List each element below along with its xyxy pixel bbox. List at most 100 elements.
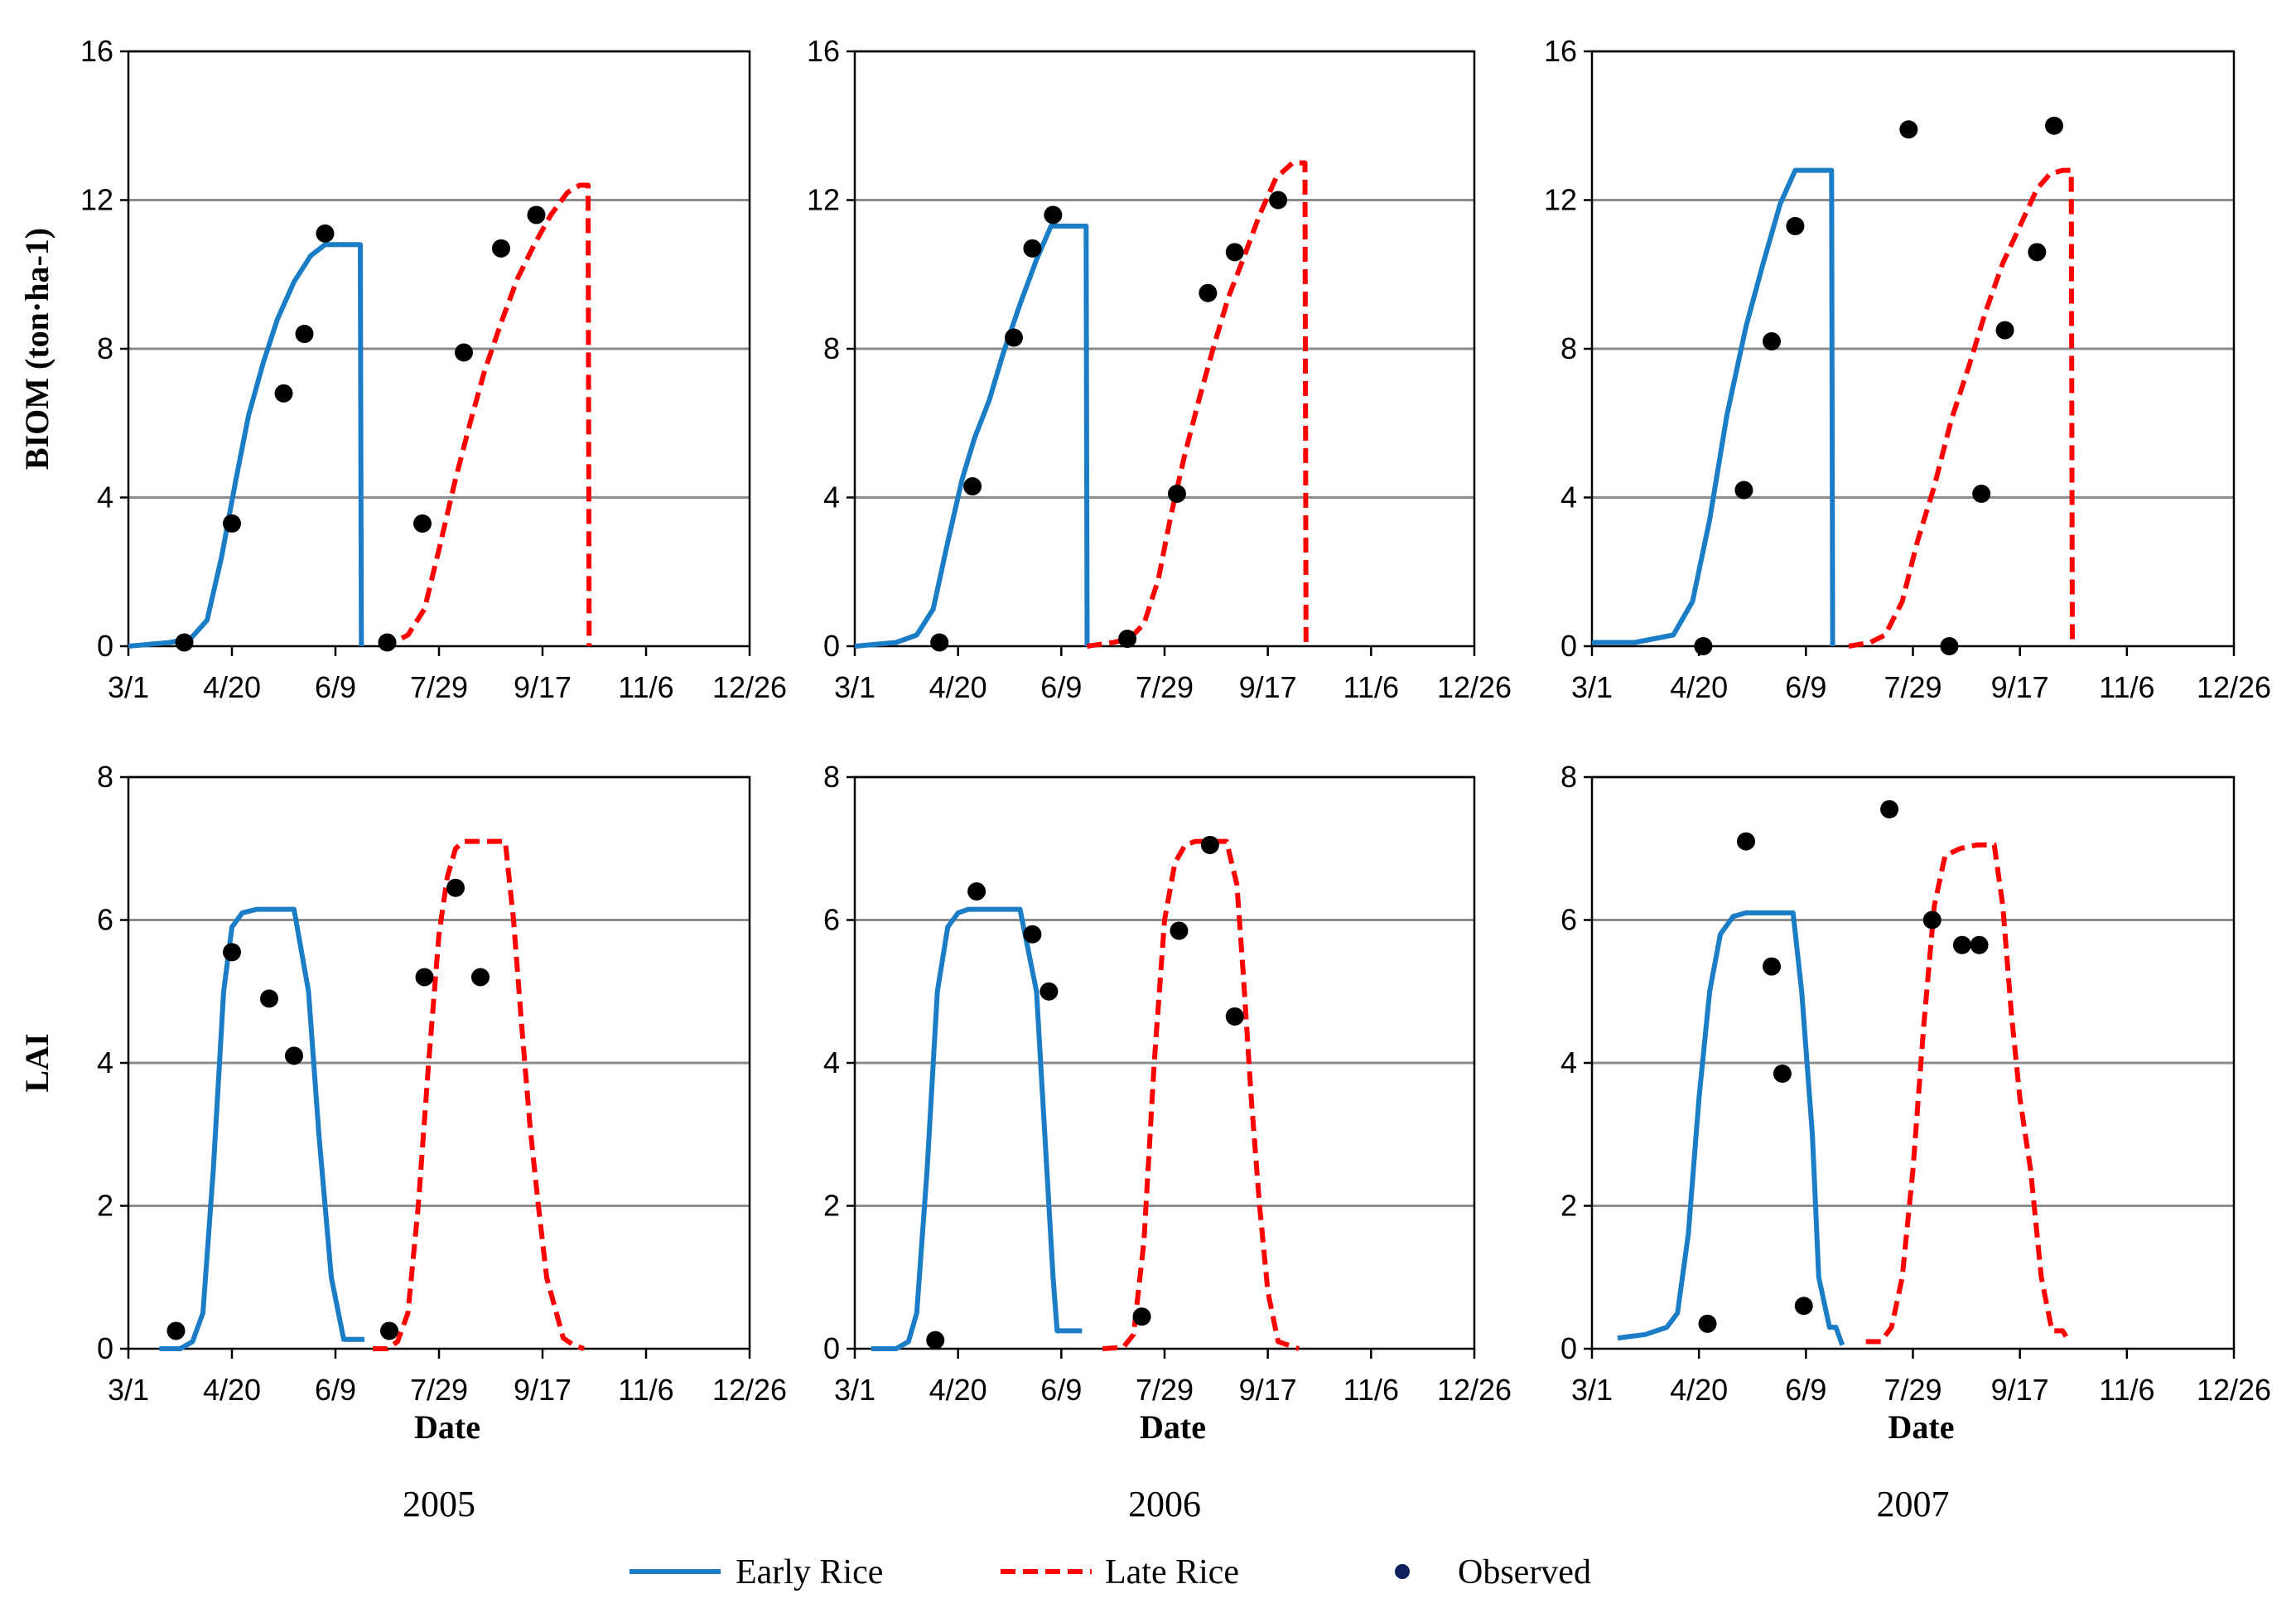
- chart-lai-2007-panel: 0 2 4 6 8 3/1 4/20 6/9 7/29 9/17 11/6 12/26 Date 2007: [1560, 760, 2271, 1524]
- legend-late-rice-label: Late Rice: [1105, 1553, 1239, 1591]
- chart-biomass-2007-observed-point: [1972, 485, 1991, 504]
- chart-lai-2007-observed-point: [1698, 1314, 1717, 1333]
- chart-lai-2005-xtick-label: 11/6: [618, 1373, 673, 1407]
- chart-lai-2007-xtick-label: 7/29: [1884, 1373, 1941, 1407]
- chart-biomass-2005-ytick-label: 4: [97, 481, 113, 514]
- chart-biomass-2005-ylabel: BIOM (ton·ha-1): [18, 228, 55, 470]
- chart-biomass-2007-ytick-label: 4: [1560, 481, 1577, 514]
- chart-lai-2006-observed-point: [1023, 925, 1042, 944]
- chart-lai-2007-observed-point: [1737, 832, 1755, 851]
- chart-biomass-2007-ytick-label: 8: [1560, 331, 1577, 365]
- chart-lai-2007-observed-point: [1794, 1297, 1813, 1316]
- chart-lai-2005-xlabel: Date: [414, 1408, 480, 1446]
- chart-biomass-2006-observed-point: [1023, 239, 1042, 258]
- chart-biomass-2007-late-rice-line: [1848, 167, 2075, 649]
- chart-lai-2005-observed-point: [166, 1321, 186, 1340]
- chart-lai-2006-observed-point: [1170, 921, 1189, 940]
- chart-lai-2005-ytick-label: 0: [97, 1331, 113, 1365]
- chart-biomass-2006-ytick-label: 8: [823, 331, 840, 365]
- chart-lai-2005-xtick-label: 6/9: [315, 1373, 356, 1407]
- chart-biomass-2005-observed-point: [223, 514, 241, 533]
- chart-lai-2007-ytick-label: 8: [1560, 760, 1577, 794]
- chart-biomass-2005-early-rice-line: [128, 242, 364, 649]
- chart-biomass-2006-xtick-label: 4/20: [929, 670, 987, 704]
- chart-lai-2006-xtick-label: 3/1: [834, 1373, 875, 1407]
- chart-biomass-2006-observed-point: [1199, 283, 1218, 302]
- chart-lai-2005-observed-point: [471, 968, 490, 987]
- chart-lai-2006-xlabel: Date: [1140, 1408, 1206, 1446]
- chart-lai-2006-ytick-label: 4: [823, 1046, 840, 1079]
- chart-biomass-2007-xtick-label: 7/29: [1884, 670, 1941, 704]
- chart-biomass-2006-observed-point: [1167, 485, 1186, 504]
- chart-biomass-2007-early-rice-line: [1592, 167, 1835, 647]
- chart-lai-2006-xtick-label: 9/17: [1239, 1373, 1297, 1407]
- chart-biomass-2006-late-rice-line: [1087, 160, 1309, 649]
- chart-biomass-2006-observed-point: [1004, 328, 1023, 347]
- chart-lai-2006-ytick-label: 6: [823, 903, 840, 937]
- chart-lai-2006-year-label: 2006: [1128, 1484, 1201, 1524]
- chart-biomass-2007-observed-point: [2045, 116, 2063, 135]
- chart-lai-2005-ytick-label: 8: [97, 760, 113, 794]
- chart-biomass-2005-observed-point: [492, 239, 510, 258]
- chart-biomass-2006-ytick-label: 16: [807, 34, 840, 68]
- chart-biomass-2007-observed-point: [2028, 243, 2047, 262]
- chart-lai-2007-ytick-label: 6: [1560, 903, 1577, 937]
- chart-lai-2007-xtick-label: 9/17: [1991, 1373, 2049, 1407]
- chart-lai-2006-panel: 0 2 4 6 8 3/1 4/20 6/9 7/29 9/17 11/6 12/26 Date 2006: [823, 760, 1512, 1524]
- chart-lai-2007-observed-point: [1773, 1064, 1792, 1083]
- chart-biomass-2006-panel: 0 4 8 12 16 3/1 4/20 6/9 7/29 9/17 11/6 12/26: [807, 34, 1512, 704]
- chart-biomass-2005-observed-point: [378, 633, 397, 652]
- chart-biomass-2007-observed-point: [1763, 332, 1781, 351]
- chart-biomass-2005-observed-point: [455, 343, 473, 362]
- chart-biomass-2007-xtick-label: 12/26: [2197, 670, 2271, 704]
- legend-observed-label: Observed: [1458, 1553, 1591, 1591]
- chart-lai-2005-xtick-label: 7/29: [410, 1373, 468, 1407]
- chart-lai-2005-xtick-label: 3/1: [108, 1373, 149, 1407]
- chart-lai-2007-ytick-label: 4: [1560, 1046, 1577, 1079]
- chart-biomass-2006-xtick-label: 11/6: [1343, 670, 1399, 704]
- chart-biomass-2005-ytick-label: 8: [97, 331, 113, 365]
- chart-biomass-2005-observed-point: [316, 224, 335, 243]
- chart-lai-2006-xtick-label: 7/29: [1136, 1373, 1194, 1407]
- chart-biomass-2007-observed-point: [1899, 120, 1918, 139]
- chart-lai-2005-observed-point: [446, 878, 465, 897]
- chart-lai-2005-panel: 0 2 4 6 8 3/1 4/20 6/9 7/29 9/17 11/6 12/26 LAI Date 2…: [18, 760, 787, 1524]
- chart-lai-2005-ytick-label: 2: [97, 1189, 113, 1223]
- chart-biomass-2007-observed-point: [1694, 637, 1713, 655]
- chart-biomass-2006-ytick-label: 4: [823, 481, 840, 514]
- legend: Early Rice Late Rice Observed: [629, 1553, 1591, 1591]
- chart-biomass-2007-panel: 0 4 8 12 16 3/1 4/20 6/9 7/29 9/17 11/6 12/26: [1544, 34, 2271, 704]
- chart-lai-2007-xtick-label: 4/20: [1670, 1373, 1728, 1407]
- chart-biomass-2006-observed-point: [1269, 191, 1288, 210]
- chart-biomass-2006-observed-point: [1118, 630, 1137, 649]
- chart-biomass-2005-xtick-label: 4/20: [203, 670, 261, 704]
- chart-lai-2006-observed-point: [967, 882, 986, 901]
- chart-lai-2007-ytick-label: 0: [1560, 1331, 1577, 1365]
- chart-lai-2007-observed-point: [1880, 799, 1899, 819]
- chart-lai-2005-ytick-label: 6: [97, 903, 113, 937]
- chart-lai-2007-xtick-label: 3/1: [1571, 1373, 1613, 1407]
- chart-lai-2005-ylabel: LAI: [18, 1033, 55, 1092]
- chart-biomass-2006-observed-point: [930, 633, 949, 652]
- chart-biomass-2006-xtick-label: 3/1: [834, 670, 875, 704]
- chart-lai-2006-early-rice-line: [871, 906, 1083, 1351]
- chart-lai-2007-observed-point: [1952, 935, 1971, 954]
- chart-lai-2007-xtick-label: 12/26: [2197, 1373, 2271, 1407]
- chart-biomass-2006-early-rice-line: [854, 223, 1090, 649]
- chart-biomass-2005-observed-point: [175, 633, 194, 652]
- chart-biomass-2005-xtick-label: 6/9: [315, 670, 356, 704]
- chart-biomass-2006-xtick-label: 9/17: [1239, 670, 1297, 704]
- chart-lai-2005-observed-point: [415, 968, 434, 987]
- chart-lai-2006-observed-point: [1200, 835, 1219, 854]
- chart-lai-2006-xtick-label: 6/9: [1040, 1373, 1082, 1407]
- chart-lai-2007-observed-point: [1970, 935, 1989, 954]
- chart-lai-2005-observed-point: [260, 989, 278, 1008]
- chart-biomass-2007-observed-point: [1786, 216, 1805, 235]
- chart-biomass-2005-late-rice-line: [380, 182, 592, 649]
- chart-lai-2007-late-rice-line: [1865, 842, 2072, 1345]
- chart-lai-2005-xtick-label: 9/17: [514, 1373, 572, 1407]
- chart-biomass-2006-ytick-label: 12: [807, 183, 840, 217]
- chart-lai-2007-early-rice-line: [1617, 910, 1845, 1346]
- chart-lai-2005-late-rice-line: [373, 838, 585, 1351]
